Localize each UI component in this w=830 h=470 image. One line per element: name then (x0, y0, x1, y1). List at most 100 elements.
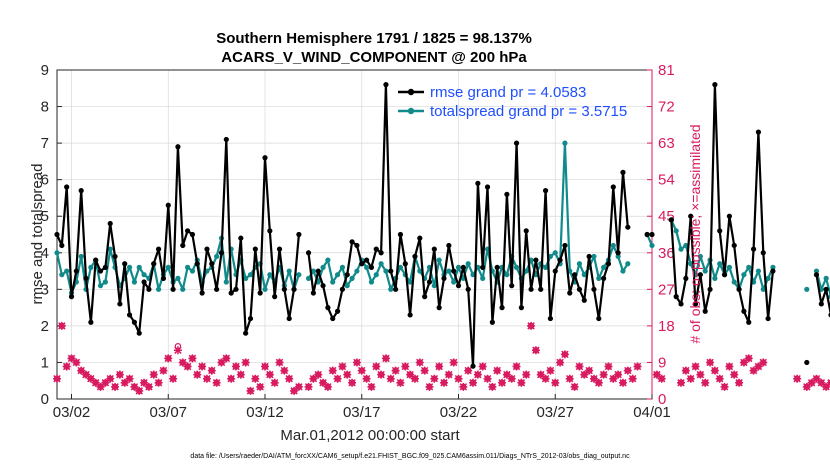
obs-assimilated-marker (207, 366, 216, 375)
rmse-point (721, 272, 728, 278)
spread-point (436, 257, 442, 263)
rmse-point (112, 253, 118, 260)
obs-assimilated-marker (604, 362, 613, 371)
spread-point (126, 264, 133, 270)
obs-assimilated-marker (464, 366, 473, 375)
obs-assimilated-marker (343, 370, 352, 379)
obs-assimilated-marker (565, 374, 574, 383)
spread-point (504, 272, 510, 278)
rmse-point (712, 82, 718, 88)
obs-assimilated-marker (478, 362, 487, 371)
spread-point (480, 275, 486, 281)
y-right-tick-label: 27 (658, 281, 675, 298)
rmse-point (204, 246, 210, 252)
obs-assimilated-marker (135, 386, 144, 395)
spread-line-segment (815, 270, 830, 298)
rmse-point (136, 330, 142, 336)
obs-assimilated-marker (507, 374, 516, 383)
obs-assimilated-marker (217, 358, 226, 367)
x-tick-label: 03/07 (149, 404, 187, 421)
obs-assimilated-marker (715, 374, 724, 383)
rmse-point (596, 315, 602, 322)
obs-assimilated-marker (115, 370, 124, 379)
obs-assimilated-marker (285, 374, 294, 383)
obs-assimilated-marker (730, 370, 739, 379)
obs-assimilated-marker (251, 374, 260, 383)
obs-assimilated-marker (502, 370, 511, 379)
obs-assimilated-marker (541, 374, 550, 383)
rmse-point (417, 235, 423, 241)
spread-point (296, 272, 302, 278)
rmse-point (373, 246, 379, 252)
rmse-point (310, 290, 316, 296)
obs-assimilated-marker (449, 358, 458, 367)
obs-assimilated-marker (144, 382, 153, 391)
y-right-tick-label: 9 (658, 354, 666, 371)
rmse-point (388, 268, 394, 274)
obs-assimilated-marker (522, 370, 531, 379)
obs-assimilated-marker (618, 378, 627, 387)
rmse-point (576, 286, 583, 292)
rmse-point (518, 305, 524, 311)
rmse-point (484, 184, 491, 190)
spread-point (712, 275, 718, 281)
y-left-tick-label: 5 (41, 208, 49, 225)
spread-point (610, 242, 616, 249)
spread-point (214, 253, 220, 260)
obs-assimilated-marker (701, 378, 710, 387)
spread-point (368, 279, 375, 285)
rmse-point (625, 224, 631, 230)
rmse-point (160, 275, 167, 281)
rmse-point (475, 180, 481, 186)
rmse-point (325, 305, 331, 311)
spread-point (320, 264, 326, 270)
rmse-point (601, 275, 607, 281)
y-left-tick-label: 0 (41, 391, 49, 408)
rmse-point (426, 279, 433, 285)
x-tick-label: 03/12 (246, 404, 284, 421)
obs-assimilated-marker (270, 378, 279, 387)
rmse-point (339, 286, 346, 292)
spread-point (465, 261, 471, 267)
y-axis-right-label: # of obs: o=possible; ×=assimilated (687, 124, 703, 343)
rmse-point (185, 228, 191, 234)
x-tick-label: 03/17 (343, 404, 381, 421)
x-tick-label: 03/27 (536, 404, 574, 421)
spread-point (107, 246, 113, 252)
rmse-point (402, 261, 408, 267)
spread-point (601, 264, 607, 270)
spread-point (325, 257, 331, 263)
obs-assimilated-marker (454, 374, 463, 383)
spread-point (697, 253, 703, 260)
obs-assimilated-marker (96, 382, 105, 391)
spread-point (189, 268, 196, 274)
spread-point (344, 283, 350, 289)
rmse-point (668, 217, 674, 223)
rmse-point (175, 144, 181, 150)
obs-assimilated-marker (556, 358, 565, 367)
obs-assimilated-marker (333, 374, 342, 383)
rmse-point (349, 239, 355, 245)
obs-assimilated-marker (53, 374, 61, 383)
obs-assimilated-marker (812, 374, 821, 383)
obs-assimilated-marker (261, 362, 270, 371)
rmse-point (572, 272, 578, 278)
obs-assimilated-marker (512, 362, 521, 371)
rmse-point (605, 261, 612, 267)
spread-point (64, 268, 70, 274)
y-right-tick-label: 72 (658, 99, 675, 116)
rmse-point (412, 253, 418, 260)
rmse-point (441, 275, 447, 281)
obs-assimilated-marker (599, 370, 608, 379)
obs-assimilated-marker (580, 370, 589, 379)
spread-point (451, 279, 457, 285)
spread-point (223, 279, 229, 285)
rmse-point (513, 140, 520, 146)
obs-assimilated-marker (169, 374, 178, 383)
obs-assimilated-marker (570, 382, 579, 391)
obs-assimilated-marker (483, 374, 492, 383)
rmse-point (117, 301, 123, 307)
spread-point (136, 264, 142, 270)
rmse-point (267, 228, 273, 234)
obs-assimilated-marker (140, 378, 149, 387)
